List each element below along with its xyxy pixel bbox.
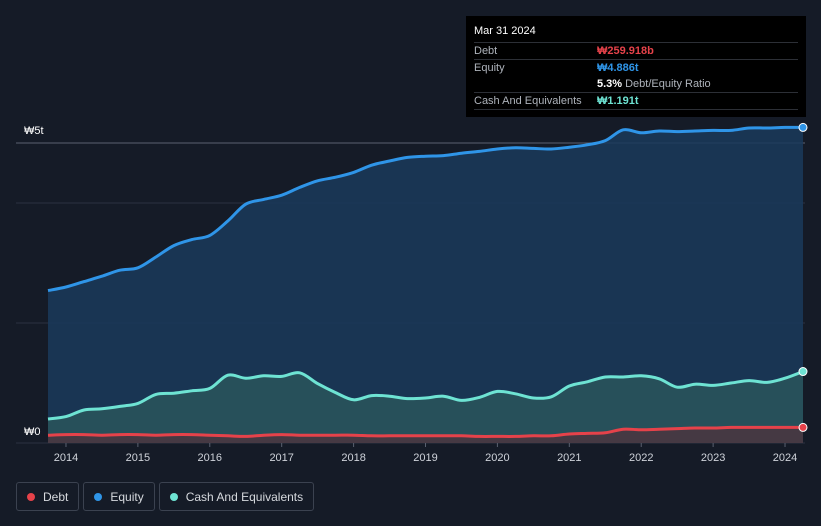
x-tick-label: 2022	[629, 452, 653, 464]
cash-end-marker	[798, 367, 808, 377]
tooltip-row-ratio: 5.3% Debt/Equity Ratio	[474, 76, 798, 92]
tooltip-cash-label: Cash And Equivalents	[474, 95, 582, 107]
tooltip-debt-label: Debt	[474, 45, 498, 57]
x-tick-label: 2018	[341, 452, 365, 464]
x-tick-label: 2023	[701, 452, 725, 464]
x-tick-label: 2014	[54, 452, 78, 464]
tooltip-ratio-value: 5.3%	[597, 78, 623, 90]
end-markers	[798, 122, 808, 432]
x-tick-label: 2017	[269, 452, 293, 464]
x-tick-label: 2024	[773, 452, 797, 464]
x-tick-label: 2015	[126, 452, 150, 464]
x-tick-label: 2021	[557, 452, 581, 464]
cash-dot-icon	[169, 492, 178, 501]
equity-line	[47, 125, 804, 293]
tooltip-equity-value: ₩4.886t	[597, 62, 639, 74]
tooltip-panel: Mar 31 2024 Debt ₩259.918b Equity ₩4.886…	[466, 16, 806, 117]
x-tick-label: 2019	[413, 452, 437, 464]
tooltip-row-equity: Equity ₩4.886t	[474, 59, 798, 76]
cash-line	[47, 370, 804, 421]
legend-item-cash[interactable]: Cash And Equivalents	[158, 482, 315, 511]
y-tick-label-zero: ₩0	[24, 426, 41, 438]
y-tick-label-max: ₩5t	[24, 125, 44, 137]
y-axis-ticks: ₩5t ₩0	[24, 125, 44, 438]
tooltip-cash-value: ₩1.191t	[597, 95, 639, 107]
equity-area	[48, 127, 803, 443]
debt-end-marker	[798, 422, 808, 432]
series-layer	[47, 125, 804, 443]
tooltip-row-cash: Cash And Equivalents ₩1.191t	[474, 92, 798, 110]
equity-end-marker	[798, 122, 808, 132]
tooltip-ratio-label: Debt/Equity Ratio	[625, 78, 711, 90]
equity-dot-icon	[94, 492, 103, 501]
x-tick-label: 2016	[198, 452, 222, 464]
tooltip-row-debt: Debt ₩259.918b	[474, 42, 798, 59]
debt-dot-icon	[27, 492, 35, 501]
x-axis-ticks: 2014 2015 2016 2017 2018 2019 2020 2021 2022 2023…	[54, 443, 797, 464]
x-tick-label: 2020	[485, 452, 509, 464]
legend-debt-label: Debt	[43, 489, 69, 504]
debt-line	[47, 425, 803, 438]
legend-equity-label: Equity	[110, 489, 144, 504]
tooltip-date: Mar 31 2024	[474, 25, 536, 37]
legend-item-equity[interactable]: Equity	[83, 482, 155, 511]
tooltip-equity-label: Equity	[474, 62, 505, 74]
legend-cash-label: Cash And Equivalents	[185, 489, 304, 504]
cash-area	[48, 371, 803, 443]
chart-legend: Debt Equity Cash And Equivalents	[16, 482, 315, 511]
legend-item-debt[interactable]: Debt	[16, 482, 80, 511]
tooltip-debt-value: ₩259.918b	[597, 45, 654, 57]
